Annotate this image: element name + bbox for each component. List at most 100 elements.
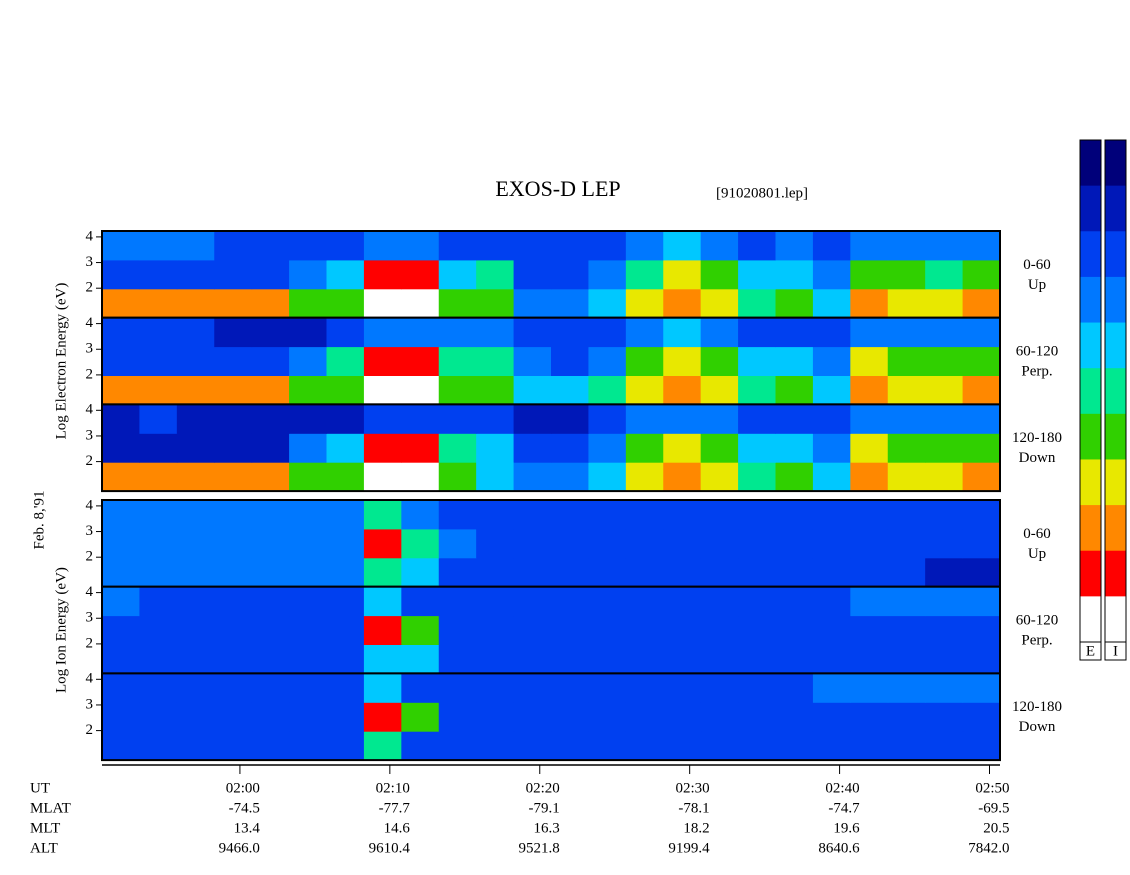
- spectrogram-cell: [102, 702, 140, 732]
- panel-label: Up: [1028, 277, 1046, 293]
- ephemeris-value: 9610.4: [369, 840, 411, 856]
- spectrogram-cell: [588, 317, 627, 348]
- spectrogram-cell: [812, 557, 851, 588]
- spectrogram-cell: [663, 346, 702, 376]
- spectrogram-cell: [438, 557, 477, 588]
- spectrogram-cell: [887, 317, 926, 348]
- spectrogram-cell: [251, 673, 290, 703]
- spectrogram-cell: [925, 615, 964, 645]
- spectrogram-cell: [850, 433, 889, 463]
- spectrogram-cell: [925, 731, 964, 761]
- spectrogram-cell: [551, 731, 589, 761]
- spectrogram-cell: [176, 615, 215, 645]
- spectrogram-cell: [513, 433, 552, 463]
- colorbar-label-box: [1104, 641, 1127, 661]
- panel-label: Perp.: [1021, 363, 1052, 379]
- spectrogram-cell: [513, 644, 552, 674]
- spectrogram-cell: [251, 433, 290, 463]
- spectrogram-cell: [176, 462, 215, 492]
- x-tick-label: 02:10: [376, 780, 410, 796]
- spectrogram-cell: [700, 317, 739, 348]
- spectrogram-cell: [551, 557, 589, 588]
- spectrogram-cell: [775, 288, 814, 319]
- spectrogram-cell: [214, 259, 253, 290]
- spectrogram-cell: [363, 375, 402, 405]
- spectrogram-cell: [176, 259, 215, 290]
- y-tick-label: 3: [86, 696, 94, 712]
- y-tick-label: 2: [86, 280, 94, 296]
- spectrogram-cell: [775, 528, 814, 559]
- spectrogram-cell: [700, 528, 739, 559]
- panel-label: 0-60: [1023, 526, 1051, 542]
- spectrogram-cell: [812, 433, 851, 463]
- colorbar-step: [1105, 596, 1126, 643]
- spectrogram-cell: [925, 528, 964, 559]
- spectrogram-cell: [588, 673, 627, 703]
- spectrogram-cell: [700, 586, 739, 617]
- spectrogram-cell: [476, 615, 515, 645]
- spectrogram-cell: [775, 462, 814, 492]
- spectrogram-cell: [476, 288, 515, 319]
- spectrogram-cell: [551, 615, 589, 645]
- spectrogram-cell: [775, 615, 814, 645]
- spectrogram-cell: [176, 317, 215, 348]
- panel-label: 60-120: [1016, 343, 1059, 359]
- colorbar-step: [1105, 413, 1126, 460]
- spectrogram-cell: [176, 673, 215, 703]
- spectrogram-cell: [176, 231, 215, 261]
- spectrogram-cell: [214, 346, 253, 376]
- spectrogram-cell: [850, 462, 889, 492]
- chart-subtitle: [91020801.lep]: [716, 185, 808, 201]
- spectrogram-cell: [663, 702, 702, 732]
- spectrogram-cell: [887, 259, 926, 290]
- ephemeris-value: 9521.8: [519, 840, 560, 856]
- ephemeris-value: 20.5: [983, 820, 1009, 836]
- spectrogram-cell: [102, 557, 140, 588]
- spectrogram-cell: [363, 317, 402, 348]
- spectrogram-cell: [850, 288, 889, 319]
- y-tick-label: 4: [86, 315, 94, 331]
- spectrogram-cell: [401, 731, 440, 761]
- spectrogram-cell: [812, 346, 851, 376]
- spectrogram-cell: [625, 731, 664, 761]
- ephemeris-value: 18.2: [683, 820, 709, 836]
- spectrogram-cell: [962, 404, 1001, 434]
- spectrogram-cell: [812, 500, 851, 530]
- spectrogram-cell: [887, 462, 926, 492]
- spectrogram-cell: [139, 317, 178, 348]
- spectrogram-cell: [363, 644, 402, 674]
- spectrogram-cell: [326, 731, 365, 761]
- spectrogram-cell: [326, 462, 365, 492]
- spectrogram-cell: [289, 702, 327, 732]
- spectrogram-cell: [812, 731, 851, 761]
- y-tick-label: 2: [86, 453, 94, 469]
- spectrogram-cell: [214, 673, 253, 703]
- spectrogram-cell: [438, 500, 477, 530]
- spectrogram-cell: [850, 528, 889, 559]
- spectrogram-cell: [625, 375, 664, 405]
- spectrogram-cell: [962, 644, 1001, 674]
- spectrogram-cell: [363, 462, 402, 492]
- spectrogram-cell: [289, 404, 327, 434]
- spectrogram-cell: [251, 615, 290, 645]
- panel-label: 120-180: [1012, 699, 1062, 715]
- spectrogram-cell: [513, 259, 552, 290]
- spectrogram-cell: [438, 317, 477, 348]
- spectrogram-cell: [850, 231, 889, 261]
- spectrogram-cell: [139, 500, 178, 530]
- spectrogram-cell: [738, 288, 776, 319]
- ephemeris-value: 14.6: [384, 820, 411, 836]
- spectrogram-cell: [326, 375, 365, 405]
- colorbar-step: [1105, 550, 1126, 597]
- spectrogram-cell: [551, 644, 589, 674]
- spectrogram-cell: [925, 375, 964, 405]
- spectrogram-cell: [663, 615, 702, 645]
- spectrogram-cell: [588, 500, 627, 530]
- spectrogram-cell: [438, 404, 477, 434]
- spectrogram-cell: [887, 731, 926, 761]
- spectrogram-cell: [700, 231, 739, 261]
- spectrogram-cell: [401, 317, 440, 348]
- spectrogram-cell: [850, 702, 889, 732]
- spectrogram-cell: [326, 404, 365, 434]
- spectrogram-cell: [775, 375, 814, 405]
